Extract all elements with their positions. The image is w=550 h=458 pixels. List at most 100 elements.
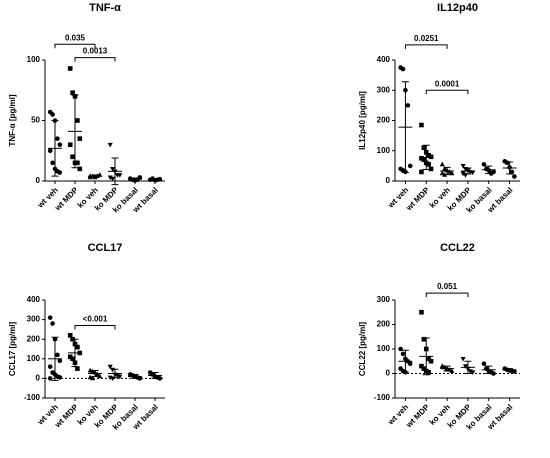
data-point bbox=[107, 364, 113, 370]
data-point bbox=[512, 369, 517, 374]
p-value-label: 0.0251 bbox=[414, 34, 439, 43]
y-tick-label: 100 bbox=[377, 146, 391, 155]
data-point bbox=[428, 166, 434, 172]
data-point bbox=[47, 148, 53, 154]
y-axis-label: CCL22 [pg/ml] bbox=[358, 322, 367, 377]
data-point bbox=[460, 356, 466, 362]
error-bar bbox=[422, 144, 430, 171]
chart-title: IL12p40 bbox=[437, 2, 478, 14]
error-bar bbox=[485, 365, 493, 374]
data-point bbox=[419, 169, 424, 175]
y-tick-label: 300 bbox=[377, 295, 391, 304]
data-point bbox=[70, 90, 75, 95]
data-point bbox=[426, 162, 431, 167]
data-point bbox=[470, 170, 476, 176]
data-point bbox=[67, 332, 73, 338]
data-point bbox=[428, 154, 434, 160]
data-point bbox=[75, 118, 80, 123]
data-point bbox=[407, 361, 413, 367]
significance-bracket bbox=[404, 44, 448, 49]
significance-bracket bbox=[425, 89, 469, 95]
data-point bbox=[504, 160, 510, 166]
data-point bbox=[426, 356, 431, 362]
x-tick-label: wt MDP bbox=[404, 185, 432, 213]
data-point bbox=[50, 112, 55, 117]
data-point bbox=[87, 174, 93, 180]
data-point bbox=[449, 368, 455, 373]
data-point bbox=[50, 160, 55, 166]
data-point bbox=[137, 376, 143, 381]
error-bar bbox=[51, 120, 59, 177]
error-bar bbox=[401, 81, 409, 174]
data-point bbox=[110, 167, 116, 172]
data-point bbox=[421, 366, 427, 371]
p-value-label: 0.0013 bbox=[83, 47, 108, 56]
data-point bbox=[467, 369, 473, 374]
data-point bbox=[509, 169, 515, 175]
error-bar bbox=[51, 336, 59, 381]
data-point bbox=[110, 176, 116, 182]
y-tick-label: 0 bbox=[36, 374, 41, 383]
chart-title: CCL22 bbox=[440, 242, 475, 254]
error-bar bbox=[464, 360, 472, 374]
data-point bbox=[419, 122, 424, 128]
data-point bbox=[398, 346, 403, 352]
error-bar bbox=[71, 94, 79, 169]
data-point bbox=[57, 142, 63, 147]
error-bar bbox=[401, 349, 409, 373]
error-bar bbox=[422, 337, 430, 376]
data-point bbox=[460, 171, 466, 177]
data-point bbox=[97, 172, 103, 177]
data-point bbox=[421, 157, 427, 163]
data-point bbox=[77, 166, 83, 172]
data-point bbox=[157, 176, 163, 182]
y-tick-label: 100 bbox=[27, 354, 41, 363]
data-point bbox=[107, 142, 113, 148]
y-tick-label: 300 bbox=[377, 85, 391, 94]
y-tick-label: 300 bbox=[27, 315, 41, 324]
data-point bbox=[481, 361, 487, 367]
data-point bbox=[137, 175, 143, 180]
chart-title: TNF-α bbox=[89, 2, 121, 14]
data-point bbox=[428, 358, 434, 364]
y-tick-label: 50 bbox=[31, 116, 40, 125]
significance-bracket bbox=[74, 324, 116, 330]
y-tick-label: 200 bbox=[377, 116, 391, 125]
p-value-label: 0.0001 bbox=[435, 79, 460, 88]
data-point bbox=[117, 374, 123, 380]
data-point bbox=[75, 160, 80, 166]
error-bar bbox=[443, 365, 451, 372]
data-point bbox=[110, 367, 116, 373]
data-point bbox=[117, 173, 123, 178]
data-point bbox=[94, 371, 100, 377]
data-point bbox=[442, 166, 448, 171]
p-value-label: <0.001 bbox=[83, 315, 108, 324]
p-value-label: 0.035 bbox=[65, 33, 86, 42]
data-point bbox=[460, 164, 466, 169]
error-bar bbox=[111, 368, 119, 379]
data-point bbox=[400, 351, 406, 357]
error-bar bbox=[131, 177, 139, 181]
significance-bracket bbox=[425, 292, 469, 298]
data-point bbox=[70, 356, 75, 362]
y-tick-label: 0 bbox=[386, 369, 391, 378]
data-point bbox=[419, 156, 424, 161]
data-point bbox=[107, 175, 113, 181]
data-point bbox=[462, 364, 469, 369]
data-point bbox=[439, 161, 445, 167]
y-tick-label: 200 bbox=[377, 320, 391, 329]
y-tick-label: 400 bbox=[27, 295, 41, 304]
error-bar bbox=[443, 166, 451, 176]
data-point bbox=[67, 142, 73, 147]
data-point bbox=[70, 154, 75, 160]
y-tick-label: 400 bbox=[377, 55, 391, 64]
y-tick-label: 200 bbox=[27, 334, 41, 343]
significance-bracket bbox=[54, 43, 96, 49]
y-tick-label: -100 bbox=[24, 393, 41, 402]
error-bar bbox=[71, 338, 79, 368]
error-bar bbox=[131, 373, 139, 379]
